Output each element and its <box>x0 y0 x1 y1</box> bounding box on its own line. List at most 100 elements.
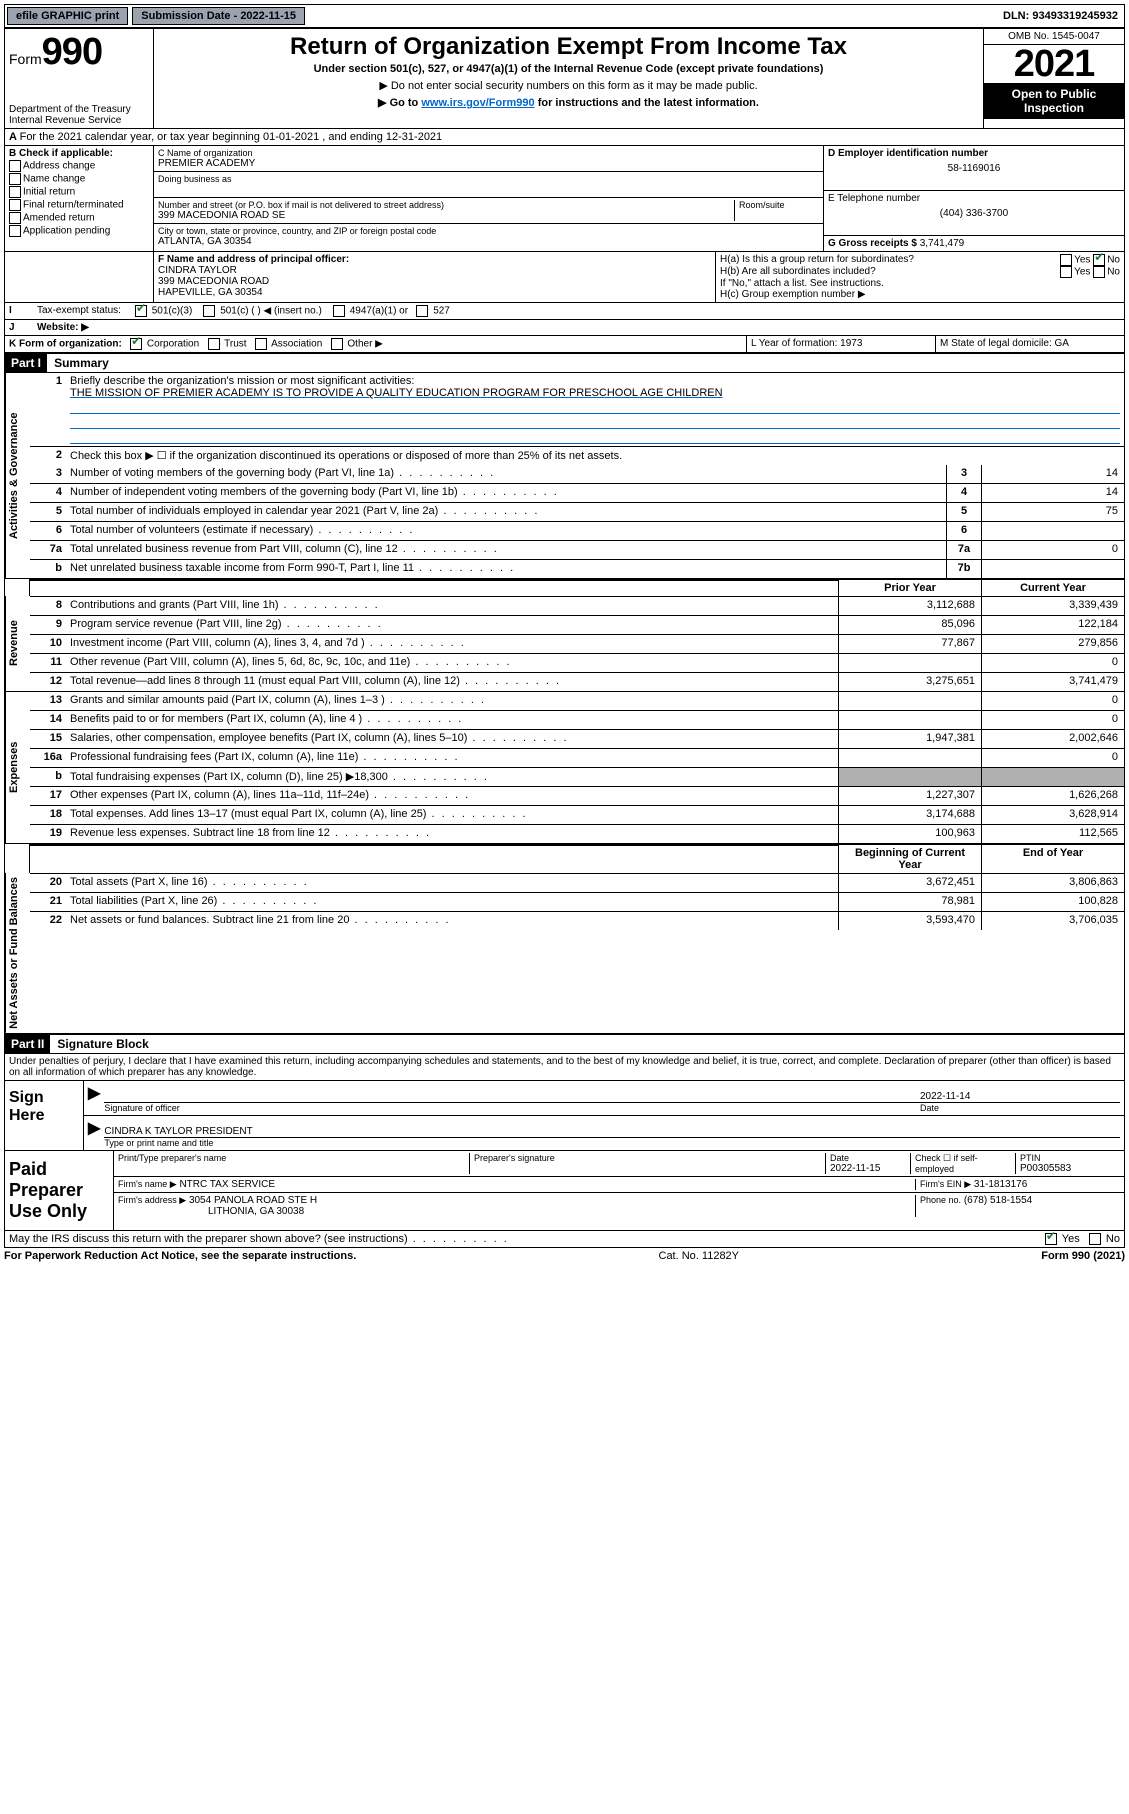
line-13: 13 Grants and similar amounts paid (Part… <box>30 692 1124 710</box>
line-21: 21 Total liabilities (Part X, line 26) 7… <box>30 892 1124 911</box>
part-1-title: Summary <box>50 356 109 370</box>
box-b-label: B Check if applicable: <box>9 148 149 159</box>
part-2-header: Part II Signature Block <box>5 1034 1124 1054</box>
preparer-sig-label: Preparer's signature <box>474 1153 825 1163</box>
line-3: 3 Number of voting members of the govern… <box>30 465 1124 483</box>
dept-label: Department of the Treasury <box>9 104 149 115</box>
preparer-name-label: Print/Type preparer's name <box>118 1153 469 1163</box>
q2-text: Check this box ▶ ☐ if the organization d… <box>66 447 1124 465</box>
footer: For Paperwork Reduction Act Notice, see … <box>4 1248 1125 1264</box>
chk-discuss-no[interactable] <box>1089 1233 1101 1245</box>
part-2-title: Signature Block <box>53 1037 148 1051</box>
arrow-icon: ▶ <box>88 1118 100 1148</box>
firm-name: NTRC TAX SERVICE <box>179 1179 275 1190</box>
org-name: PREMIER ACADEMY <box>158 158 819 169</box>
chk-501c3[interactable] <box>135 305 147 317</box>
efile-print-button[interactable]: efile GRAPHIC print <box>7 7 128 25</box>
gross-receipts-value: 3,741,479 <box>920 238 965 249</box>
officer-name: CINDRA TAYLOR <box>158 265 711 276</box>
firm-ein-label: Firm's EIN ▶ <box>920 1179 971 1189</box>
preparer-date: 2022-11-15 <box>830 1163 910 1174</box>
chk-501c[interactable] <box>203 305 215 317</box>
note-ssn: ▶ Do not enter social security numbers o… <box>158 79 979 92</box>
chk-corporation[interactable] <box>130 338 142 350</box>
chk-initial-return[interactable]: Initial return <box>9 186 149 198</box>
col-end-year: End of Year <box>981 844 1124 873</box>
preparer-date-label: Date <box>830 1153 910 1163</box>
note-link: ▶ Go to www.irs.gov/Form990 for instruct… <box>158 96 979 109</box>
arrow-icon: ▶ <box>88 1083 100 1113</box>
chk-527[interactable] <box>416 305 428 317</box>
self-employed-label: Check ☐ if self-employed <box>911 1153 1016 1174</box>
footer-right: Form 990 (2021) <box>1041 1250 1125 1262</box>
expenses-section: Expenses 13 Grants and similar amounts p… <box>5 692 1124 844</box>
submission-date: Submission Date - 2022-11-15 <box>132 7 305 25</box>
city-label: City or town, state or province, country… <box>158 226 819 236</box>
firm-addr2: LITHONIA, GA 30038 <box>118 1206 915 1217</box>
line-14: 14 Benefits paid to or for members (Part… <box>30 710 1124 729</box>
top-bar: efile GRAPHIC print Submission Date - 20… <box>4 4 1125 28</box>
header-right: OMB No. 1545-0047 2021 Open to Public In… <box>983 29 1124 128</box>
mission-q: Briefly describe the organization's miss… <box>70 375 414 387</box>
website-label: Website: ▶ <box>33 320 93 335</box>
line-12: 12 Total revenue—add lines 8 through 11 … <box>30 672 1124 691</box>
gross-receipts-label: G Gross receipts $ <box>828 238 917 249</box>
chk-final-return[interactable]: Final return/terminated <box>9 199 149 211</box>
paid-preparer-section: Paid Preparer Use Only Print/Type prepar… <box>4 1151 1125 1231</box>
line-16a: 16a Professional fundraising fees (Part … <box>30 748 1124 767</box>
section-b-through-g: B Check if applicable: Address change Na… <box>5 146 1124 252</box>
chk-4947[interactable] <box>333 305 345 317</box>
line-11: 11 Other revenue (Part VIII, column (A),… <box>30 653 1124 672</box>
firm-name-label: Firm's name ▶ <box>118 1179 177 1189</box>
firm-phone-label: Phone no. <box>920 1195 961 1205</box>
note-pre: ▶ Go to <box>378 97 421 109</box>
sign-here-section: Sign Here ▶ Signature of officer 2022-11… <box>4 1081 1125 1151</box>
chk-trust[interactable] <box>208 338 220 350</box>
irs-link[interactable]: www.irs.gov/Form990 <box>421 97 534 109</box>
tax-year-range: For the 2021 calendar year, or tax year … <box>20 131 443 143</box>
sig-officer-label: Signature of officer <box>104 1102 920 1113</box>
street-label: Number and street (or P.O. box if mail i… <box>158 200 734 210</box>
chk-amended-return[interactable]: Amended return <box>9 212 149 224</box>
discuss-label: May the IRS discuss this return with the… <box>9 1233 408 1245</box>
line-6: 6 Total number of volunteers (estimate i… <box>30 521 1124 540</box>
part-1-header: Part I Summary <box>5 353 1124 373</box>
note-post: for instructions and the latest informat… <box>535 97 759 109</box>
firm-addr1: 3054 PANOLA ROAD STE H <box>189 1195 317 1206</box>
chk-discuss-yes[interactable] <box>1045 1233 1057 1245</box>
footer-mid: Cat. No. 11282Y <box>659 1250 740 1262</box>
officer-label: F Name and address of principal officer: <box>158 254 711 265</box>
firm-ein: 31-1813176 <box>974 1179 1027 1190</box>
line-17: 17 Other expenses (Part IX, column (A), … <box>30 786 1124 805</box>
mission-text: THE MISSION OF PREMIER ACADEMY IS TO PRO… <box>70 387 723 399</box>
header-center: Return of Organization Exempt From Incom… <box>154 29 983 128</box>
line-19: 19 Revenue less expenses. Subtract line … <box>30 824 1124 843</box>
chk-association[interactable] <box>255 338 267 350</box>
ein-label: D Employer identification number <box>828 148 1120 159</box>
line-b: b Total fundraising expenses (Part IX, c… <box>30 767 1124 786</box>
assets-section: Net Assets or Fund Balances 20 Total ass… <box>5 873 1124 1034</box>
year-formation: L Year of formation: 1973 <box>746 336 935 352</box>
officer-addr1: 399 MACEDONIA ROAD <box>158 276 711 287</box>
chk-name-change[interactable]: Name change <box>9 173 149 185</box>
chk-address-change[interactable]: Address change <box>9 160 149 172</box>
footer-left: For Paperwork Reduction Act Notice, see … <box>4 1250 356 1262</box>
line-10: 10 Investment income (Part VIII, column … <box>30 634 1124 653</box>
sig-name-label: Type or print name and title <box>104 1137 1120 1148</box>
h-a-label: H(a) Is this a group return for subordin… <box>720 254 1060 266</box>
line-5: 5 Total number of individuals employed i… <box>30 502 1124 521</box>
ptin-value: P00305583 <box>1020 1163 1120 1174</box>
h-note: If "No," attach a list. See instructions… <box>720 278 1120 289</box>
col-prior-year: Prior Year <box>838 579 981 596</box>
room-label: Room/suite <box>739 200 819 210</box>
sign-here-label: Sign Here <box>5 1081 84 1150</box>
discuss-row: May the IRS discuss this return with the… <box>4 1231 1125 1248</box>
chk-other[interactable] <box>331 338 343 350</box>
revenue-section: Revenue 8 Contributions and grants (Part… <box>5 596 1124 692</box>
row-k: K Form of organization: Corporation Trus… <box>5 336 1124 353</box>
form-org-label: K Form of organization: <box>9 339 122 350</box>
form-subtitle: Under section 501(c), 527, or 4947(a)(1)… <box>158 63 979 75</box>
chk-application-pending[interactable]: Application pending <box>9 225 149 237</box>
form-prefix: Form <box>9 51 42 67</box>
line-20: 20 Total assets (Part X, line 16) 3,672,… <box>30 873 1124 892</box>
